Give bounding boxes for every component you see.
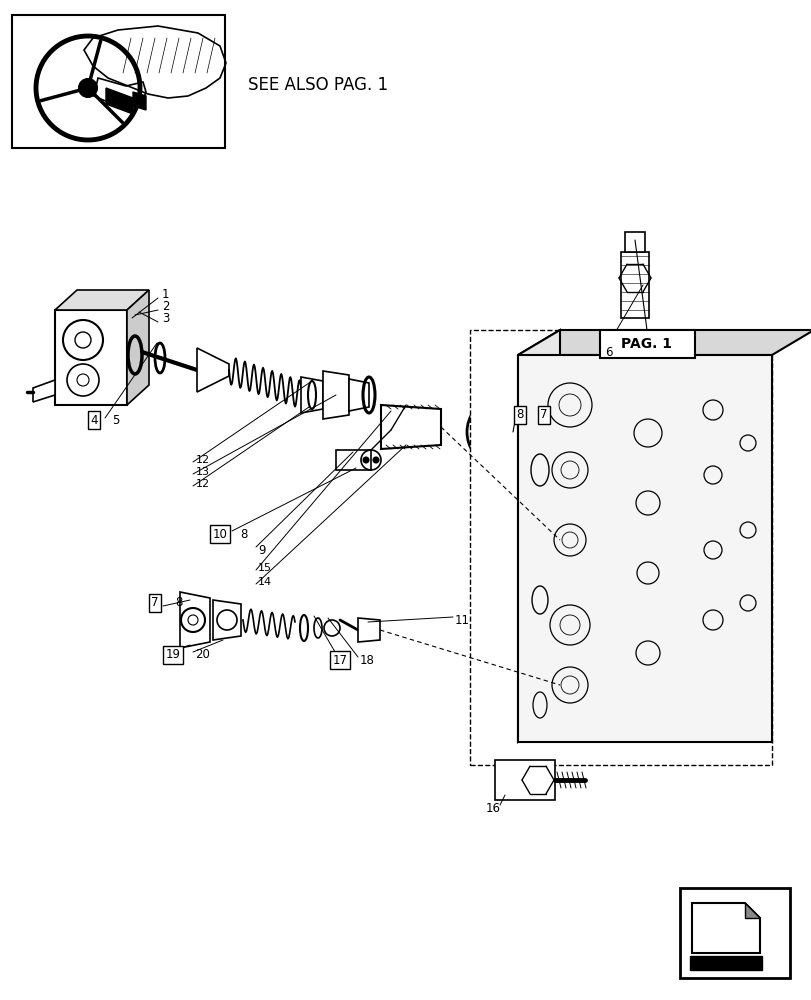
Text: 12: 12 <box>195 479 210 489</box>
Polygon shape <box>691 903 759 953</box>
Text: 16: 16 <box>486 801 500 814</box>
Text: 7: 7 <box>151 596 159 609</box>
Text: 2: 2 <box>162 300 169 314</box>
Bar <box>679 888 789 978</box>
Text: 19: 19 <box>165 648 180 662</box>
Polygon shape <box>620 252 648 318</box>
Text: 8: 8 <box>240 528 247 540</box>
Circle shape <box>372 457 379 463</box>
Polygon shape <box>380 405 440 449</box>
Polygon shape <box>517 330 560 742</box>
Polygon shape <box>301 377 323 413</box>
Bar <box>12 15 225 148</box>
Polygon shape <box>212 600 241 640</box>
Text: 6: 6 <box>604 346 611 359</box>
Polygon shape <box>55 290 148 310</box>
Polygon shape <box>689 956 761 970</box>
Circle shape <box>363 457 368 463</box>
Text: 3: 3 <box>162 312 169 326</box>
Text: PAG. 1: PAG. 1 <box>620 337 672 351</box>
Text: 17: 17 <box>332 654 347 666</box>
Polygon shape <box>133 92 146 110</box>
Text: 14: 14 <box>258 577 272 587</box>
Polygon shape <box>323 371 349 419</box>
Circle shape <box>483 426 496 438</box>
Polygon shape <box>33 380 55 402</box>
Polygon shape <box>517 330 811 355</box>
Text: 5: 5 <box>112 414 119 426</box>
Polygon shape <box>336 450 371 470</box>
Text: 13: 13 <box>195 467 210 477</box>
Text: 9: 9 <box>258 544 265 556</box>
Text: 7: 7 <box>539 408 547 422</box>
Text: 18: 18 <box>359 654 375 666</box>
Circle shape <box>79 79 97 97</box>
Polygon shape <box>358 618 380 642</box>
Text: 11: 11 <box>454 613 470 626</box>
Text: 20: 20 <box>195 648 209 662</box>
Text: 12: 12 <box>195 455 210 465</box>
Text: 8: 8 <box>516 408 523 422</box>
Polygon shape <box>624 232 644 252</box>
Text: 8: 8 <box>175 596 182 609</box>
Bar <box>599 330 694 358</box>
Text: 10: 10 <box>212 528 227 540</box>
Polygon shape <box>349 379 368 411</box>
Text: 1: 1 <box>162 288 169 302</box>
Polygon shape <box>106 88 133 114</box>
Polygon shape <box>517 355 771 742</box>
Polygon shape <box>180 592 210 648</box>
Polygon shape <box>127 290 148 405</box>
Bar <box>55 310 127 405</box>
Text: SEE ALSO PAG. 1: SEE ALSO PAG. 1 <box>247 76 388 94</box>
Polygon shape <box>495 760 554 800</box>
Text: 4: 4 <box>90 414 97 426</box>
Polygon shape <box>197 348 229 392</box>
Polygon shape <box>744 903 759 918</box>
Text: 15: 15 <box>258 563 272 573</box>
Bar <box>470 330 771 765</box>
